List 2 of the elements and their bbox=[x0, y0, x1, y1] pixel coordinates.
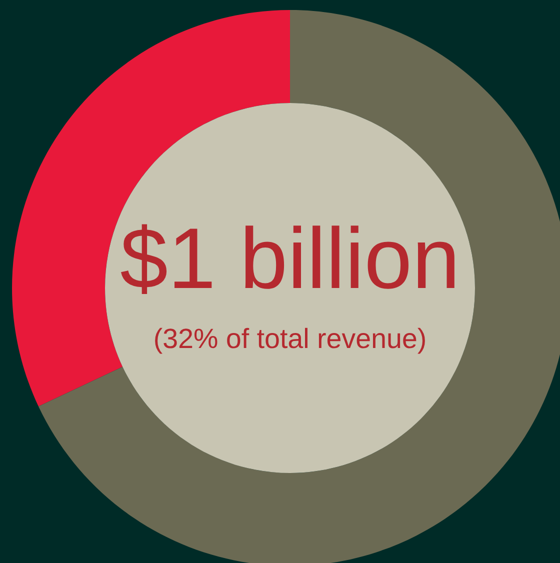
text: $1 billion bbox=[120, 224, 454, 294]
text: (32% of total revenue) bbox=[155, 328, 425, 354]
